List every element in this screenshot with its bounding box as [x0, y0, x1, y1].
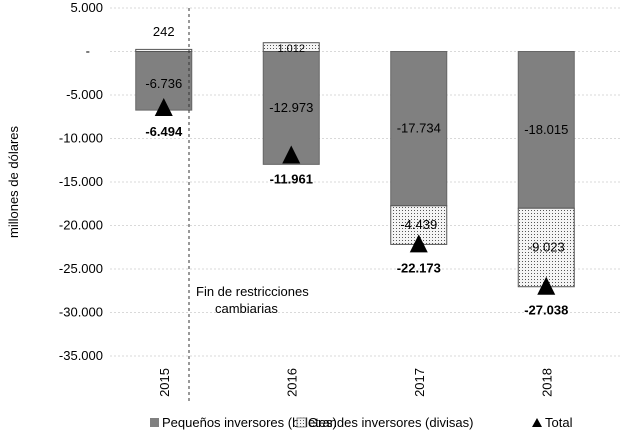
label-small-investors: -17.734 — [397, 121, 441, 136]
label-large-investors: -9.023 — [528, 239, 565, 254]
x-tick-label: 2018 — [539, 368, 554, 397]
label-small-investors: -12.973 — [269, 100, 313, 115]
x-tick-label: 2017 — [412, 368, 427, 397]
label-small-investors: -6.736 — [145, 76, 182, 91]
y-tick-label: -10.000 — [59, 131, 103, 146]
y-tick-label: 5.000 — [70, 0, 103, 15]
bar-small-investors — [390, 51, 448, 207]
y-tick-label: -30.000 — [59, 305, 103, 320]
label-large-investors: -4.439 — [400, 217, 437, 232]
legend-label-small: Pequeños inversores (billetes) — [162, 415, 337, 430]
annotation-line-2: cambiarias — [215, 301, 278, 316]
legend-swatch-small — [150, 418, 159, 427]
y-tick-label: -20.000 — [59, 218, 103, 233]
y-axis-label: millones de dólares — [6, 126, 21, 239]
legend-triangle-icon — [532, 418, 542, 427]
y-tick-label: -25.000 — [59, 261, 103, 276]
y-tick-label: -35.000 — [59, 348, 103, 363]
bar-small-investors — [517, 51, 575, 209]
legend-label-total: Total — [545, 415, 573, 430]
bar-small-investors — [262, 51, 320, 165]
label-total: -27.038 — [524, 303, 568, 318]
y-tick-label: -5.000 — [66, 87, 103, 102]
total-marker — [537, 276, 556, 295]
total-marker — [154, 97, 173, 116]
total-marker — [409, 234, 428, 253]
label-total: -22.173 — [397, 260, 441, 275]
label-small-investors: -18.015 — [524, 122, 568, 137]
legend: Pequeños inversores (billetes) Grandes i… — [150, 415, 573, 430]
label-total: -11.961 — [270, 172, 313, 187]
x-tick-label: 2016 — [284, 368, 299, 397]
y-tick-label: -15.000 — [59, 174, 103, 189]
label-total: -6.494 — [145, 124, 183, 139]
total-marker — [282, 145, 301, 164]
annotation-line-1: Fin de restricciones — [196, 284, 309, 299]
legend-swatch-large — [296, 417, 307, 428]
label-large-investors: 242 — [153, 24, 175, 39]
bar-large-investors — [262, 42, 320, 52]
legend-label-large: Grandes inversores (divisas) — [308, 415, 473, 430]
y-tick-label: - — [86, 44, 90, 59]
bar-large-investors — [135, 48, 193, 52]
x-tick-label: 2015 — [157, 368, 172, 397]
label-large-investors: 1.012 — [277, 43, 305, 55]
